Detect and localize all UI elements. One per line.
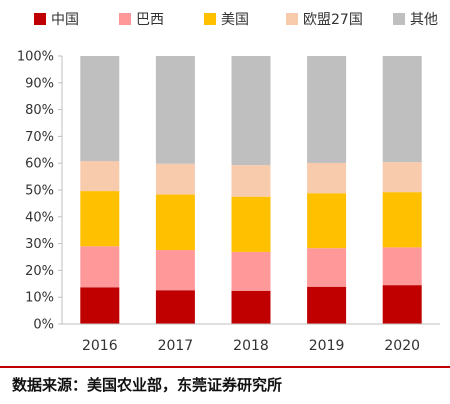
bar-2020-series-1: [382, 247, 422, 286]
bar-2019-series-0: [307, 286, 347, 324]
bar-2018-series-4: [231, 56, 271, 166]
bar-2019-series-4: [307, 56, 347, 163]
bar-2020-series-4: [382, 56, 422, 163]
bar-2018-series-3: [231, 165, 271, 197]
legend-swatch-4: [393, 13, 405, 25]
bar-2020-series-3: [382, 162, 422, 193]
stacked-bar-chart: 中国 巴西 美国 欧盟27国 其他 0% 10% 20% 30% 40% 50% 60% 70% 80%…: [17, 12, 440, 354]
legend-swatch-3: [286, 13, 298, 25]
bar-2020-series-2: [382, 192, 422, 248]
y-tick-label-7: 70%: [25, 130, 54, 145]
x-tick-label-4: 2020: [384, 338, 420, 354]
bar-2017-series-3: [155, 163, 195, 195]
legend: 中国 巴西 美国 欧盟27国 其他: [34, 12, 438, 28]
bar-2016-series-3: [80, 161, 120, 192]
bar-2017-series-4: [155, 56, 195, 164]
x-tick-label-1: 2017: [158, 338, 194, 354]
y-tick-label-9: 90%: [25, 76, 54, 91]
bar-2019-series-3: [307, 162, 347, 194]
bar-2016-series-4: [80, 56, 120, 162]
source-note: 数据来源：美国农业部，东莞证券研究所: [12, 376, 283, 394]
legend-swatch-1: [119, 13, 131, 25]
legend-label-4: 其他: [410, 12, 438, 28]
x-tick-label-2: 2018: [233, 338, 269, 354]
y-tick-label-8: 80%: [25, 103, 54, 118]
y-tick-label-2: 20%: [25, 264, 54, 279]
y-tick-label-0: 0%: [33, 318, 54, 333]
y-tick-label-3: 30%: [25, 237, 54, 252]
legend-swatch-2: [204, 13, 216, 25]
bar-2016-series-2: [80, 191, 120, 247]
bar-2016-series-0: [80, 287, 120, 324]
y-tick-label-4: 40%: [25, 210, 54, 225]
bar-2016-series-1: [80, 246, 120, 288]
legend-label-3: 欧盟27国: [303, 12, 363, 28]
source-divider: [0, 366, 450, 368]
bar-2020-series-0: [382, 285, 422, 324]
x-axis: 2016 2017 2018 2019 2020: [62, 323, 440, 354]
legend-label-1: 巴西: [136, 12, 164, 28]
y-tick-label-10: 100%: [17, 50, 54, 65]
bar-2018-series-1: [231, 251, 271, 291]
y-tick-label-1: 10%: [25, 291, 54, 306]
legend-swatch-0: [34, 13, 46, 25]
bar-2018-series-2: [231, 196, 271, 252]
bars: [80, 56, 422, 324]
legend-label-0: 中国: [51, 12, 79, 28]
y-tick-label-5: 50%: [25, 184, 54, 199]
bar-2019-series-1: [307, 248, 347, 287]
bar-2017-series-1: [155, 250, 195, 291]
y-axis: 0% 10% 20% 30% 40% 50% 60% 70% 80% 90% 100%: [17, 50, 63, 333]
x-tick-label-0: 2016: [82, 338, 118, 354]
bar-2018-series-0: [231, 290, 271, 324]
x-tick-label-3: 2019: [309, 338, 345, 354]
y-tick-label-6: 60%: [25, 157, 54, 172]
legend-label-2: 美国: [221, 12, 249, 28]
bar-2017-series-0: [155, 290, 195, 324]
bar-2019-series-2: [307, 193, 347, 249]
bar-2017-series-2: [155, 194, 195, 251]
